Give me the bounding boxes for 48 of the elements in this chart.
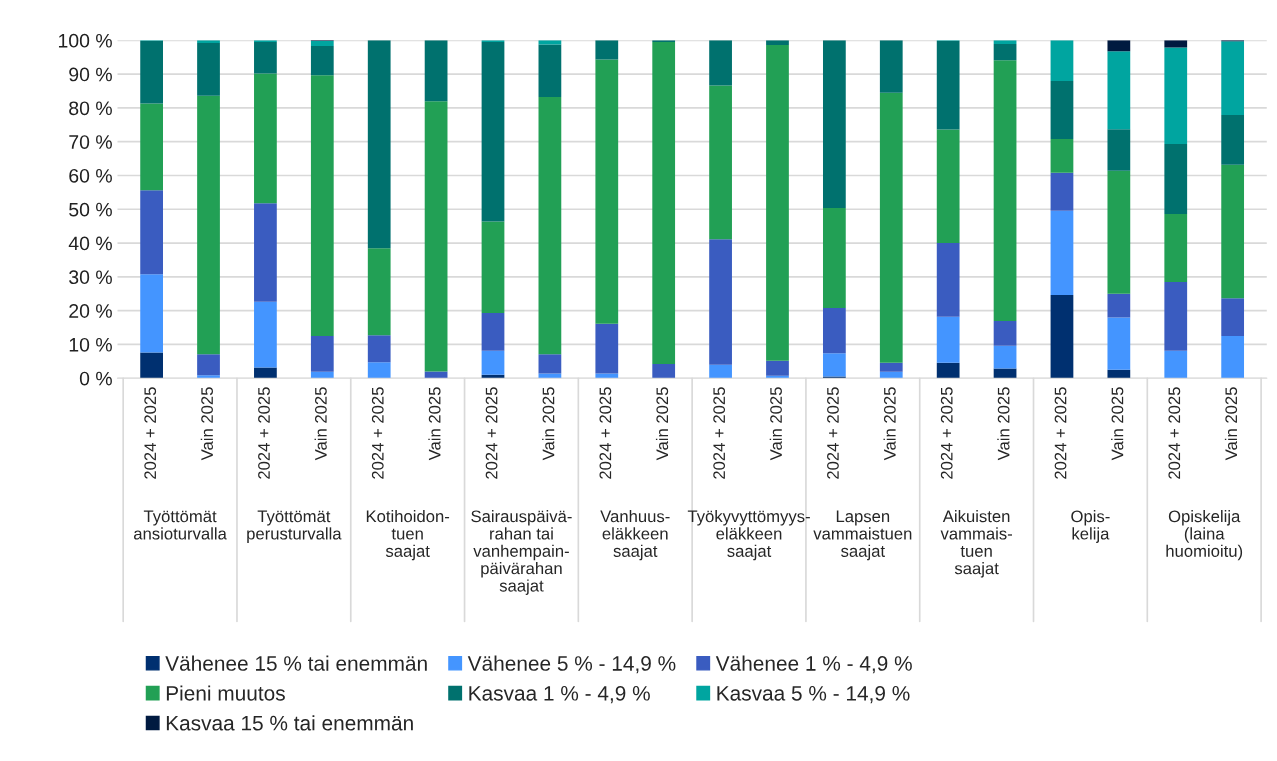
text: Kotihoidon- tuen saajat xyxy=(366,509,450,561)
y-tick-label: 100 % xyxy=(58,33,112,48)
x-tick-label: Vain 2025 xyxy=(883,387,896,461)
x-tick-label: 2024 + 2025 xyxy=(1168,387,1181,479)
x-tick-label: 2024 + 2025 xyxy=(713,387,726,479)
text: Työkyvyttömyys- eläkkeen saajat xyxy=(687,509,810,561)
x-tick-label: 2024 + 2025 xyxy=(827,387,839,479)
x-tick-label: Vain 2025 xyxy=(314,387,327,461)
text: Vanhuus- eläkkeen saajat xyxy=(600,509,670,561)
y-tick-label: 0 % xyxy=(79,371,112,386)
y-tick-label: 40 % xyxy=(68,236,112,251)
text: Aikuisten vammais- tuen saajat xyxy=(940,509,1012,578)
legend-label: Kasvaa 15 % tai enemmän xyxy=(166,715,413,731)
legend-label: Kasvaa 5 % - 14,9 % xyxy=(717,685,910,704)
text: Työttömät perusturvalla xyxy=(247,510,342,543)
x-tick-label: Vain 2025 xyxy=(542,387,555,461)
x-tick-label: Vain 2025 xyxy=(655,387,669,461)
text: Opis- kelija xyxy=(1071,509,1110,543)
x-tick-label: 2024 + 2025 xyxy=(258,387,270,479)
x-tick-label: 2024 + 2025 xyxy=(1054,387,1067,479)
x-tick-label: Vain 2025 xyxy=(428,387,441,461)
text: Opiskelija (laina huomioitu) xyxy=(1166,509,1243,561)
legend-label: Kasvaa 1 % - 4,9 % xyxy=(469,685,650,704)
legend-label: Vähenee 1 % - 4,9 % xyxy=(715,655,912,674)
text: Sairauspäivä- rahan tai vanhempain- päivärahan saajat xyxy=(471,509,572,595)
x-tick-label: 2024 + 2025 xyxy=(940,387,953,479)
y-tick-label: 20 % xyxy=(69,304,112,318)
y-tick-label: 50 % xyxy=(69,202,112,217)
y-tick-label: 70 % xyxy=(69,135,112,149)
x-tick-label: Vain 2025 xyxy=(769,387,782,461)
x-tick-label: Vain 2025 xyxy=(200,387,213,461)
x-tick-label: 2024 + 2025 xyxy=(144,387,157,479)
y-tick-label: 80 % xyxy=(69,101,112,116)
x-tick-label: 2024 + 2025 xyxy=(371,387,384,479)
text: Lapsen vammaistuen saajat xyxy=(813,510,912,561)
text: Työttömät ansioturvalla xyxy=(134,510,227,540)
legend-label: Vähenee 15 % tai enemmän xyxy=(165,655,427,671)
x-tick-label: Vain 2025 xyxy=(1224,387,1238,461)
y-tick-label: 10 % xyxy=(69,337,112,352)
x-tick-label: 2024 + 2025 xyxy=(599,387,612,479)
legend-label: Pieni muutos xyxy=(166,685,285,701)
y-tick-label: 30 % xyxy=(69,270,112,285)
x-tick-label: Vain 2025 xyxy=(997,387,1010,461)
y-tick-label: 90 % xyxy=(69,67,112,82)
y-tick-label: 60 % xyxy=(69,168,112,183)
x-tick-label: 2024 + 2025 xyxy=(485,387,498,479)
x-tick-label: Vain 2025 xyxy=(1111,387,1124,461)
legend-label: Vähenee 5 % - 14,9 % xyxy=(467,655,676,674)
